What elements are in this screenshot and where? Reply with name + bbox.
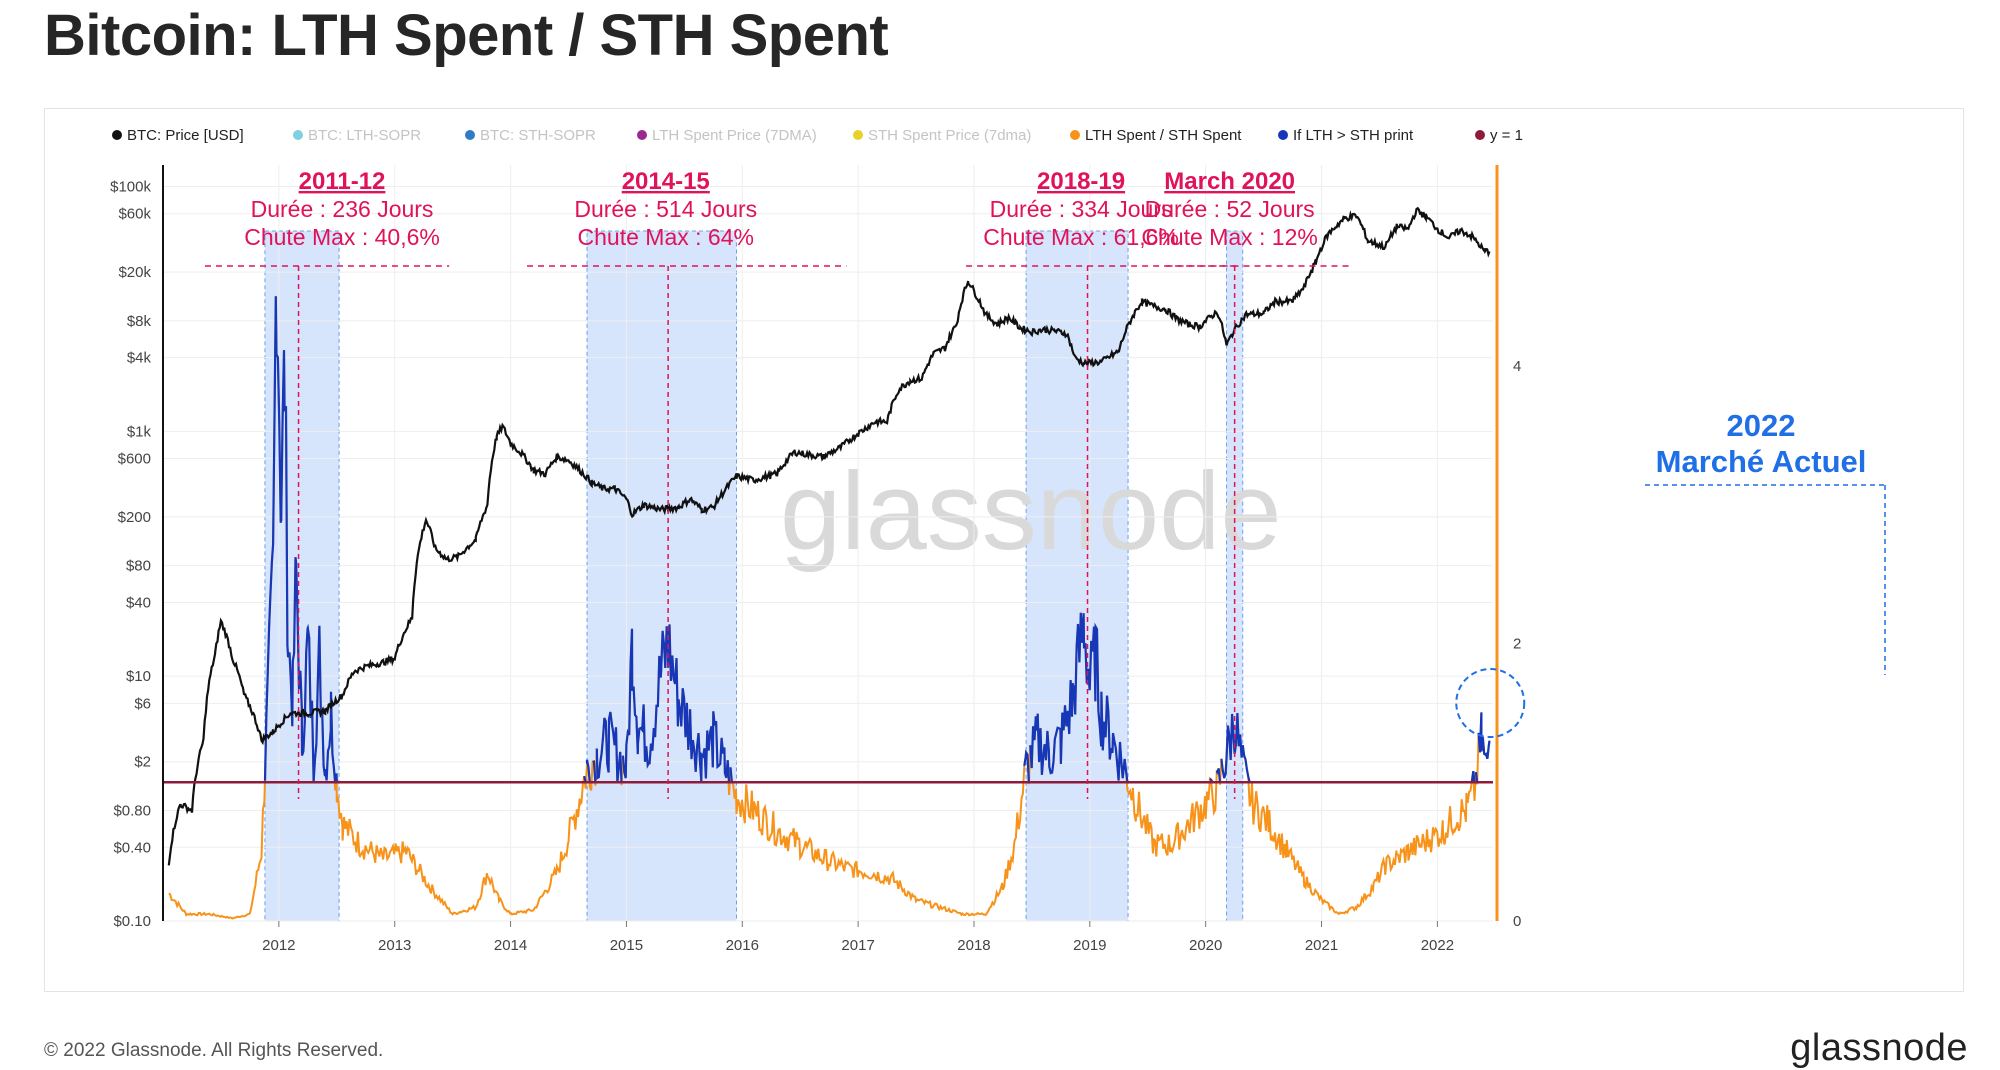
legend-dot [637, 130, 647, 140]
y-right-tick-label: 4 [1513, 358, 1521, 375]
y-left-tick-label: $20k [118, 264, 151, 281]
current-market-circle [1455, 668, 1526, 738]
legend: BTC: Price [USD] BTC: LTH-SOPR BTC: STH-SO… [112, 127, 1523, 144]
x-tick-label: 2020 [1189, 937, 1222, 954]
legend-item-label: LTH Spent Price (7DMA) [652, 127, 817, 144]
y-left-tick-label: $100k [110, 179, 151, 196]
y-left-tick-label: $0.10 [113, 913, 151, 930]
y-left-tick-label: $8k [127, 313, 152, 330]
legend-item-label: If LTH > STH print [1293, 127, 1414, 144]
y-left-tick-label: $10 [126, 668, 151, 685]
y-left-tick-label: $2 [134, 754, 151, 771]
y-left-tick-label: $600 [118, 451, 151, 468]
y-left-tick-label: $6 [134, 695, 151, 712]
page-title: Bitcoin: LTH Spent / STH Spent [44, 3, 889, 68]
x-tick-label: 2016 [726, 937, 759, 954]
y-left-tick-label: $200 [118, 509, 151, 526]
current-market-year: 2022 [1727, 408, 1796, 443]
annotation-drawdown: Chute Max : 12% [1141, 224, 1317, 250]
x-tick-label: 2019 [1073, 937, 1106, 954]
copyright-footer: © 2022 Glassnode. All Rights Reserved. [44, 1040, 384, 1061]
legend-dot [112, 130, 122, 140]
x-tick-label: 2018 [957, 937, 990, 954]
current-market-label: Marché Actuel [1656, 444, 1867, 479]
legend-item-label: LTH Spent / STH Spent [1085, 127, 1242, 144]
annotation-title: 2011-12 [299, 168, 386, 195]
annotation-duration: Durée : 514 Jours [574, 196, 757, 222]
price-line [167, 206, 1491, 866]
x-tick-label: 2014 [494, 937, 527, 954]
x-tick-label: 2015 [610, 937, 643, 954]
y-left-tick-label: $0.80 [113, 802, 151, 819]
price-series-layer [167, 206, 1491, 866]
x-tick-label: 2012 [262, 937, 295, 954]
y-left-tick-label: $1k [127, 423, 152, 440]
annotation-title: 2014-15 [622, 168, 710, 195]
annotation-title: 2018-19 [1037, 168, 1125, 195]
legend-dot [1475, 130, 1485, 140]
annotation-drawdown: Chute Max : 40,6% [244, 224, 440, 250]
x-tick-label: 2013 [378, 937, 411, 954]
legend-dot [293, 130, 303, 140]
brand-logo-text: glassnode [1790, 1027, 1968, 1069]
legend-dot [853, 130, 863, 140]
y-left-tick-label: $4k [127, 350, 152, 367]
y-left-tick-label: $60k [118, 206, 151, 223]
cycle-shade-1 [586, 230, 737, 922]
legend-item-label: BTC: LTH-SOPR [308, 127, 421, 144]
annotation-title: March 2020 [1164, 168, 1295, 195]
cycle-shade-2 [1025, 230, 1129, 922]
annotation-drawdown: Chute Max : 64% [578, 224, 754, 250]
y-left-tick-label: $80 [126, 558, 151, 575]
legend-dot [1278, 130, 1288, 140]
axes-layer: $100k $60k $20k $8k $4k $1k $600 $200 $80 $40 $10 $… [110, 165, 1521, 954]
chart-panel: glassnode $100k $60k $20k $8k $4k $1k $600 $200… [44, 108, 1964, 992]
y-left-tick-label: $40 [126, 594, 151, 611]
legend-item-label: STH Spent Price (7dma) [868, 127, 1031, 144]
annotation-duration: Durée : 236 Jours [251, 196, 434, 222]
x-tick-label: 2021 [1305, 937, 1338, 954]
watermark-text: glassnode [780, 450, 1282, 573]
annotation-drawdown: Chute Max : 61,6% [983, 224, 1179, 250]
ratio-line [168, 296, 1491, 920]
ratio-series-layer [168, 296, 1491, 920]
annotation-duration: Durée : 52 Jours [1145, 196, 1315, 222]
legend-item-label: y = 1 [1490, 127, 1523, 144]
y-left-tick-label: $0.40 [113, 839, 151, 856]
x-tick-label: 2022 [1421, 937, 1454, 954]
legend-item-label: BTC: Price [USD] [127, 127, 244, 144]
y-right-tick-label: 2 [1513, 636, 1521, 653]
annotation-duration: Durée : 334 Jours [990, 196, 1173, 222]
y-right-tick-label: 0 [1513, 913, 1521, 930]
legend-dot [1070, 130, 1080, 140]
chart-svg: glassnode $100k $60k $20k $8k $4k $1k $600 $200… [110, 127, 1886, 954]
gridlines [163, 165, 1493, 922]
legend-dot [465, 130, 475, 140]
x-tick-label: 2017 [841, 937, 874, 954]
legend-item-label: BTC: STH-SOPR [480, 127, 596, 144]
